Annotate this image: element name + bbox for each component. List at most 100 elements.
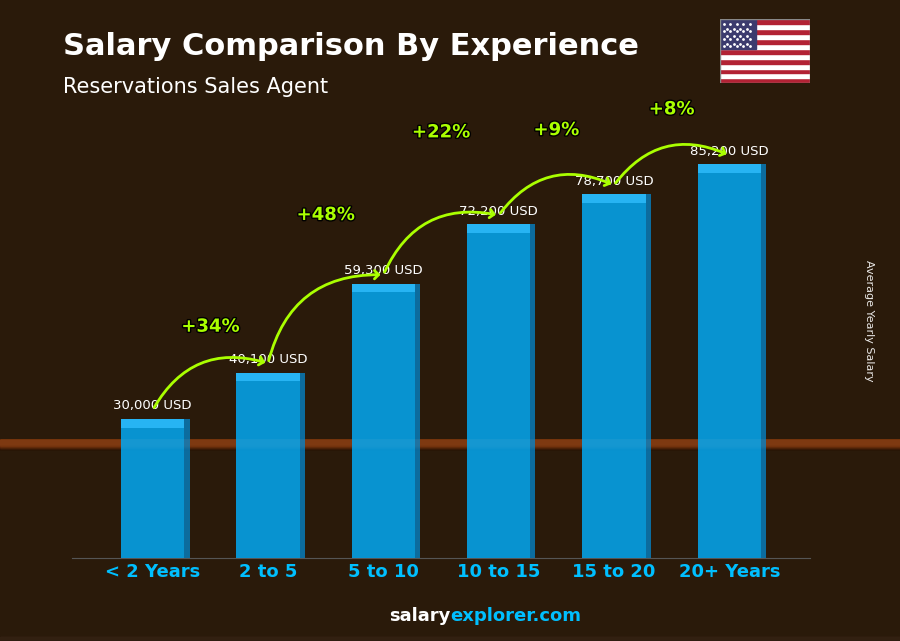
Bar	[0, 637, 900, 639]
Bar	[0, 443, 900, 447]
FancyBboxPatch shape	[761, 165, 766, 558]
Bar	[0, 637, 900, 639]
Bar	[720, 74, 810, 78]
Bar	[0, 440, 900, 445]
Bar	[0, 444, 900, 448]
Bar	[0, 637, 900, 639]
Text: +48%: +48%	[297, 206, 355, 224]
Bar	[0, 440, 900, 444]
Bar	[0, 638, 900, 640]
Bar	[0, 638, 900, 640]
Bar	[0, 639, 900, 641]
Text: 40,100 USD: 40,100 USD	[229, 353, 307, 365]
Bar	[0, 638, 900, 640]
Bar	[0, 638, 900, 640]
Bar	[0, 443, 900, 447]
Bar	[0, 440, 900, 445]
Bar	[0, 441, 900, 445]
Bar	[0, 441, 900, 445]
Bar	[0, 638, 900, 640]
Bar	[0, 638, 900, 640]
Bar	[720, 63, 810, 69]
Bar	[0, 638, 900, 640]
FancyBboxPatch shape	[237, 372, 300, 558]
Text: 30,000 USD: 30,000 USD	[113, 399, 192, 412]
Bar	[0, 639, 900, 641]
Bar	[0, 444, 900, 448]
Bar	[0, 444, 900, 448]
Bar	[0, 442, 900, 446]
Bar	[0, 638, 900, 640]
Bar	[0, 639, 900, 641]
Bar	[0, 639, 900, 641]
FancyBboxPatch shape	[645, 194, 651, 558]
Bar	[0, 638, 900, 640]
Bar	[0, 442, 900, 447]
Bar	[0, 443, 900, 447]
Bar	[0, 443, 900, 447]
Bar	[0, 441, 900, 445]
Bar	[0, 638, 900, 640]
Bar	[0, 638, 900, 640]
Bar	[0, 638, 900, 640]
Bar	[720, 59, 810, 63]
FancyBboxPatch shape	[352, 284, 415, 292]
Bar	[0, 440, 900, 445]
Bar	[0, 442, 900, 446]
Bar	[0, 638, 900, 640]
Bar	[0, 444, 900, 448]
Bar	[0, 443, 900, 447]
Bar	[0, 638, 900, 640]
Bar	[0, 638, 900, 640]
Bar	[0, 442, 900, 447]
Bar	[0, 442, 900, 446]
Bar	[0, 638, 900, 640]
Bar	[0, 442, 900, 446]
Bar	[0, 638, 900, 640]
Text: explorer.com: explorer.com	[450, 607, 581, 625]
Bar	[720, 29, 810, 34]
Bar	[0, 637, 900, 639]
Bar	[0, 639, 900, 641]
Text: 59,300 USD: 59,300 USD	[344, 264, 423, 277]
Bar	[0, 444, 900, 449]
Bar	[0, 442, 900, 446]
Bar	[0, 440, 900, 445]
FancyBboxPatch shape	[582, 194, 645, 203]
Bar	[720, 78, 810, 83]
Text: +22%: +22%	[412, 123, 470, 142]
Bar	[0, 639, 900, 641]
Bar	[0, 638, 900, 640]
Text: 72,200 USD: 72,200 USD	[459, 204, 538, 217]
Bar	[0, 440, 900, 444]
Bar	[0, 444, 900, 448]
Bar	[0, 440, 900, 444]
Bar	[0, 638, 900, 640]
Bar	[0, 442, 900, 446]
Bar	[0, 638, 900, 640]
Bar	[0, 638, 900, 640]
Bar	[0, 440, 900, 445]
Bar	[0, 638, 900, 640]
Bar	[0, 440, 900, 444]
Bar	[0, 638, 900, 640]
Bar	[0, 637, 900, 639]
Bar	[0, 440, 900, 445]
Bar	[0, 444, 900, 449]
Bar	[0, 637, 900, 639]
Bar	[0, 638, 900, 640]
Bar	[0, 443, 900, 447]
Bar	[720, 69, 810, 74]
Bar	[0, 637, 900, 639]
Bar	[0, 440, 900, 445]
Text: +9%: +9%	[534, 121, 579, 139]
Bar	[0, 639, 900, 641]
Bar	[0, 440, 900, 445]
Bar	[0, 444, 900, 449]
Bar	[0, 638, 900, 640]
Bar	[0, 444, 900, 448]
Bar	[0, 637, 900, 639]
Bar	[0, 444, 900, 448]
Bar	[0, 442, 900, 446]
Bar	[0, 443, 900, 447]
